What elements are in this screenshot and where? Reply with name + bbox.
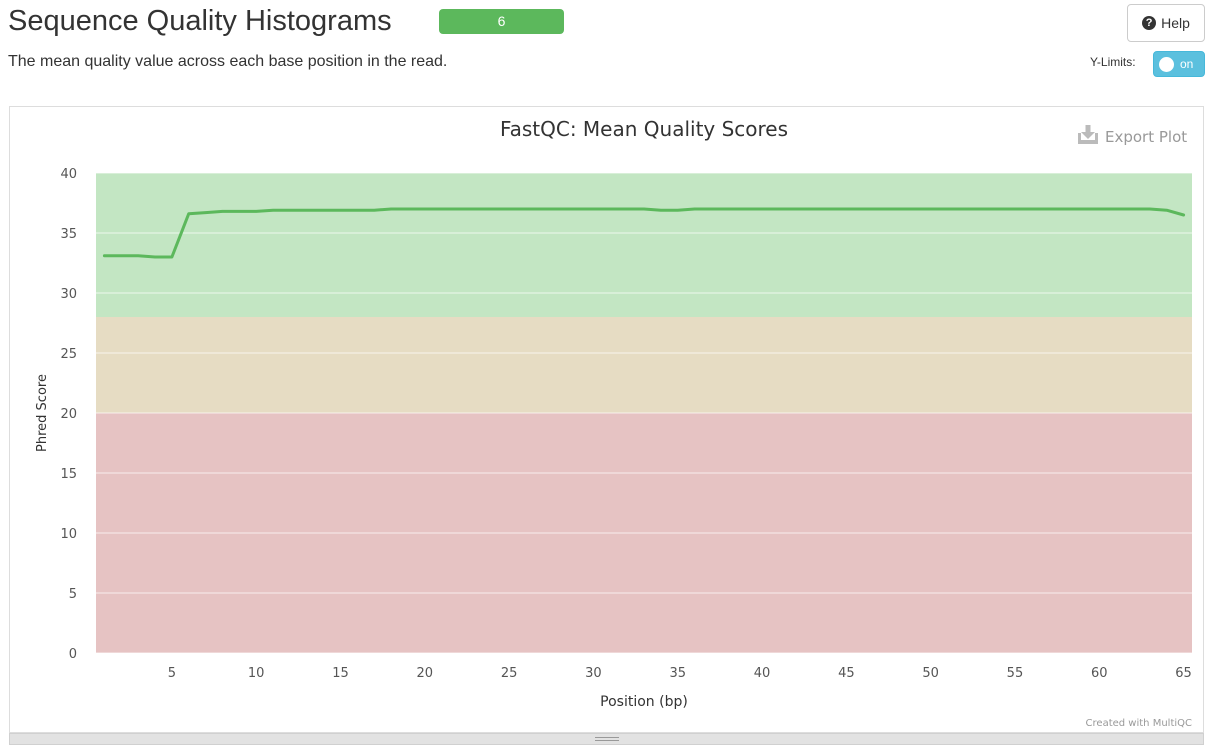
help-button-label: Help	[1161, 15, 1190, 31]
y-tick-label: 20	[60, 407, 77, 422]
download-icon	[1078, 125, 1098, 144]
question-circle-icon: ?	[1142, 16, 1157, 30]
x-tick-label: 60	[1091, 666, 1108, 681]
ylimits-label: Y-Limits:	[1090, 55, 1136, 69]
series-line-0[interactable]	[102, 207, 1186, 259]
chart-title: FastQC: Mean Quality Scores	[500, 117, 788, 141]
x-tick-labels: 5 10 15 20 25 30 35 40 45 50 55 60 65	[168, 666, 1192, 681]
y-tick-label: 25	[60, 347, 77, 362]
x-tick-label: 65	[1175, 666, 1192, 681]
y-axis-label: Phred Score	[35, 374, 50, 452]
x-tick-label: 30	[585, 666, 602, 681]
x-tick-label: 45	[838, 666, 855, 681]
x-tick-label: 5	[168, 666, 176, 681]
quality-band-1	[96, 317, 1192, 413]
x-tick-label: 55	[1007, 666, 1024, 681]
page-title: Sequence Quality Histograms	[8, 5, 392, 37]
ylimits-state: on	[1180, 57, 1194, 71]
export-plot-button[interactable]: Export Plot	[1078, 125, 1187, 146]
y-tick-label: 0	[69, 647, 77, 662]
x-tick-label: 10	[248, 666, 265, 681]
toggle-knob	[1159, 56, 1174, 72]
x-tick-label: 15	[332, 666, 349, 681]
sample-count-badge[interactable]: 6	[439, 9, 564, 34]
ylimits-toggle[interactable]: on	[1153, 51, 1205, 77]
grip-line	[595, 737, 619, 738]
x-axis-label: Position (bp)	[600, 694, 688, 710]
x-tick-label: 40	[754, 666, 771, 681]
y-tick-label: 10	[60, 527, 77, 542]
series-lines	[102, 207, 1186, 259]
y-tick-label: 35	[60, 227, 77, 242]
x-tick-label: 20	[417, 666, 434, 681]
y-tick-label: 5	[69, 587, 77, 602]
y-tick-label: 30	[60, 287, 77, 302]
x-tick-label: 35	[669, 666, 686, 681]
plot-panel: 0 5 10 15 20 25 30 35 40 5 10 15 20 25 30 35 40 45 50 55 60…	[9, 106, 1204, 733]
x-tick-label: 50	[922, 666, 939, 681]
plot-resize-handle[interactable]	[9, 733, 1204, 745]
quality-band-0	[96, 173, 1192, 317]
y-tick-label: 15	[60, 467, 77, 482]
help-button[interactable]: ? Help	[1127, 4, 1205, 42]
multiqc-credit: Created with MultiQC	[1086, 718, 1192, 729]
y-tick-label: 40	[60, 167, 77, 182]
grip-line	[595, 740, 619, 741]
line-chart: 0 5 10 15 20 25 30 35 40 5 10 15 20 25 30 35 40 45 50 55 60…	[35, 117, 1192, 729]
export-plot-label: Export Plot	[1105, 128, 1187, 146]
section-description: The mean quality value across each base …	[8, 53, 448, 70]
y-tick-labels: 0 5 10 15 20 25 30 35 40	[60, 167, 77, 662]
grid-lines	[96, 172, 1192, 654]
x-tick-label: 25	[501, 666, 518, 681]
